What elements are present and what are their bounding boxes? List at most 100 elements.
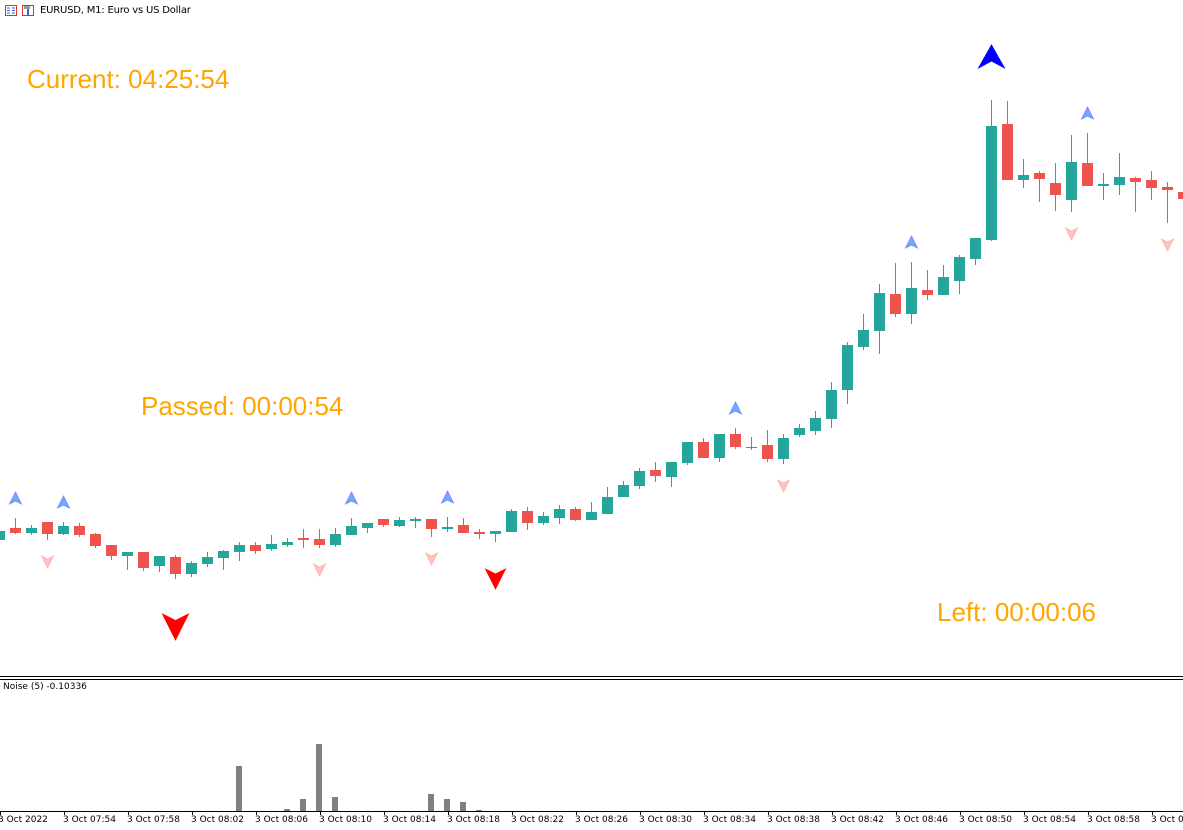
chart-window-icon[interactable] <box>22 4 34 16</box>
x-tick-label: 3 Oct 08:30 <box>639 815 692 825</box>
bull-candle <box>186 563 197 574</box>
bear-candle <box>922 290 933 295</box>
x-tick-label: 3 Oct 08:50 <box>959 815 1012 825</box>
x-tick <box>128 811 129 815</box>
bull-candle <box>218 551 229 558</box>
bear-candle <box>890 294 901 314</box>
bear-candle <box>138 552 149 568</box>
x-tick-label: 3 Oct 08:22 <box>511 815 564 825</box>
bull-candle <box>826 390 837 419</box>
x-tick <box>320 811 321 815</box>
bear-candle <box>762 445 773 459</box>
x-tick-label: 3 Oct 08:26 <box>575 815 628 825</box>
x-tick-label: 3 Oct 09:02 <box>1151 815 1183 825</box>
bear-candle <box>378 519 389 525</box>
x-tick <box>896 811 897 815</box>
bull-candle <box>810 418 821 431</box>
bull-candle <box>858 330 869 347</box>
bear-candle <box>1146 180 1157 188</box>
noise-bar <box>236 766 242 811</box>
bull-candle <box>26 528 37 533</box>
bear-candle <box>42 522 53 534</box>
bear-candle <box>458 525 469 533</box>
x-tick-label: 3 Oct 08:02 <box>191 815 244 825</box>
x-tick <box>640 811 641 815</box>
bull-candle <box>0 531 5 540</box>
bear-candle <box>522 511 533 523</box>
x-tick-label: 3 Oct 08:42 <box>831 815 884 825</box>
sell-signal-big-icon <box>161 613 190 641</box>
noise-bar <box>444 799 450 811</box>
x-tick-label: 3 Oct 08:38 <box>767 815 820 825</box>
bull-candle <box>202 557 213 564</box>
bear-candle <box>250 545 261 551</box>
sell-signal-small-icon <box>40 555 55 569</box>
bull-candle <box>954 257 965 281</box>
chart-title-bar: EURUSD, M1: Euro vs US Dollar <box>0 0 1183 20</box>
bull-candle <box>874 293 885 331</box>
bear-candle <box>1162 187 1173 190</box>
noise-bar <box>428 794 434 811</box>
bull-candle <box>906 288 917 314</box>
window-title: EURUSD, M1: Euro vs US Dollar <box>40 4 191 16</box>
bear-candle <box>474 532 485 534</box>
bear-candle <box>1034 173 1045 179</box>
x-tick-label: 3 Oct 08:06 <box>255 815 308 825</box>
bull-candle <box>602 497 613 514</box>
bear-candle <box>1130 178 1141 182</box>
bull-candle <box>634 471 645 486</box>
subwindow-separator[interactable] <box>0 676 1183 677</box>
buy-signal-small-icon <box>8 491 23 505</box>
passed-time-label: Passed: 00:00:54 <box>141 391 344 421</box>
bull-candle <box>394 520 405 526</box>
bull-candle <box>586 512 597 520</box>
chart-list-icon[interactable] <box>5 4 17 16</box>
bear-candle <box>298 538 309 540</box>
buy-signal-small-icon <box>728 401 743 415</box>
x-tick <box>1088 811 1089 815</box>
bull-candle <box>666 462 677 477</box>
bull-candle <box>122 552 133 556</box>
x-tick <box>448 811 449 815</box>
x-tick-label: 3 Oct 08:58 <box>1087 815 1140 825</box>
bear-candle <box>426 519 437 529</box>
bull-candle <box>346 526 357 535</box>
sell-signal-small-icon <box>312 563 327 577</box>
bear-candle <box>730 434 741 447</box>
x-tick <box>1024 811 1025 815</box>
x-tick <box>768 811 769 815</box>
x-tick <box>832 811 833 815</box>
bull-candle <box>234 545 245 552</box>
bull-candle <box>938 277 949 295</box>
bear-candle <box>314 539 325 545</box>
x-tick <box>64 811 65 815</box>
x-tick <box>1152 811 1153 815</box>
bull-candle <box>154 556 165 566</box>
bull-candle <box>410 519 421 521</box>
x-tick <box>512 811 513 815</box>
bull-candle <box>362 523 373 528</box>
bear-candle <box>1082 163 1093 186</box>
subwindow-separator-line <box>0 679 1183 680</box>
sell-signal-small-icon <box>1160 238 1175 252</box>
bear-candle <box>1002 124 1013 180</box>
noise-bar <box>460 802 466 811</box>
bull-candle <box>986 126 997 240</box>
bull-candle <box>1098 184 1109 186</box>
bull-candle <box>266 544 277 549</box>
x-tick-label: 3 Oct 07:58 <box>127 815 180 825</box>
x-tick <box>0 811 1 815</box>
x-tick-label: 3 Oct 08:10 <box>319 815 372 825</box>
current-time-label: Current: 04:25:54 <box>27 64 230 94</box>
buy-signal-small-icon <box>344 491 359 505</box>
buy-signal-small-icon <box>904 235 919 249</box>
bull-candle <box>842 345 853 390</box>
sell-signal-big-icon <box>484 568 507 590</box>
bear-candle <box>10 528 21 533</box>
bull-candle <box>778 438 789 459</box>
bull-candle <box>490 531 501 534</box>
x-tick <box>576 811 577 815</box>
time-axis-line <box>0 811 1183 812</box>
bull-candle <box>746 447 757 448</box>
